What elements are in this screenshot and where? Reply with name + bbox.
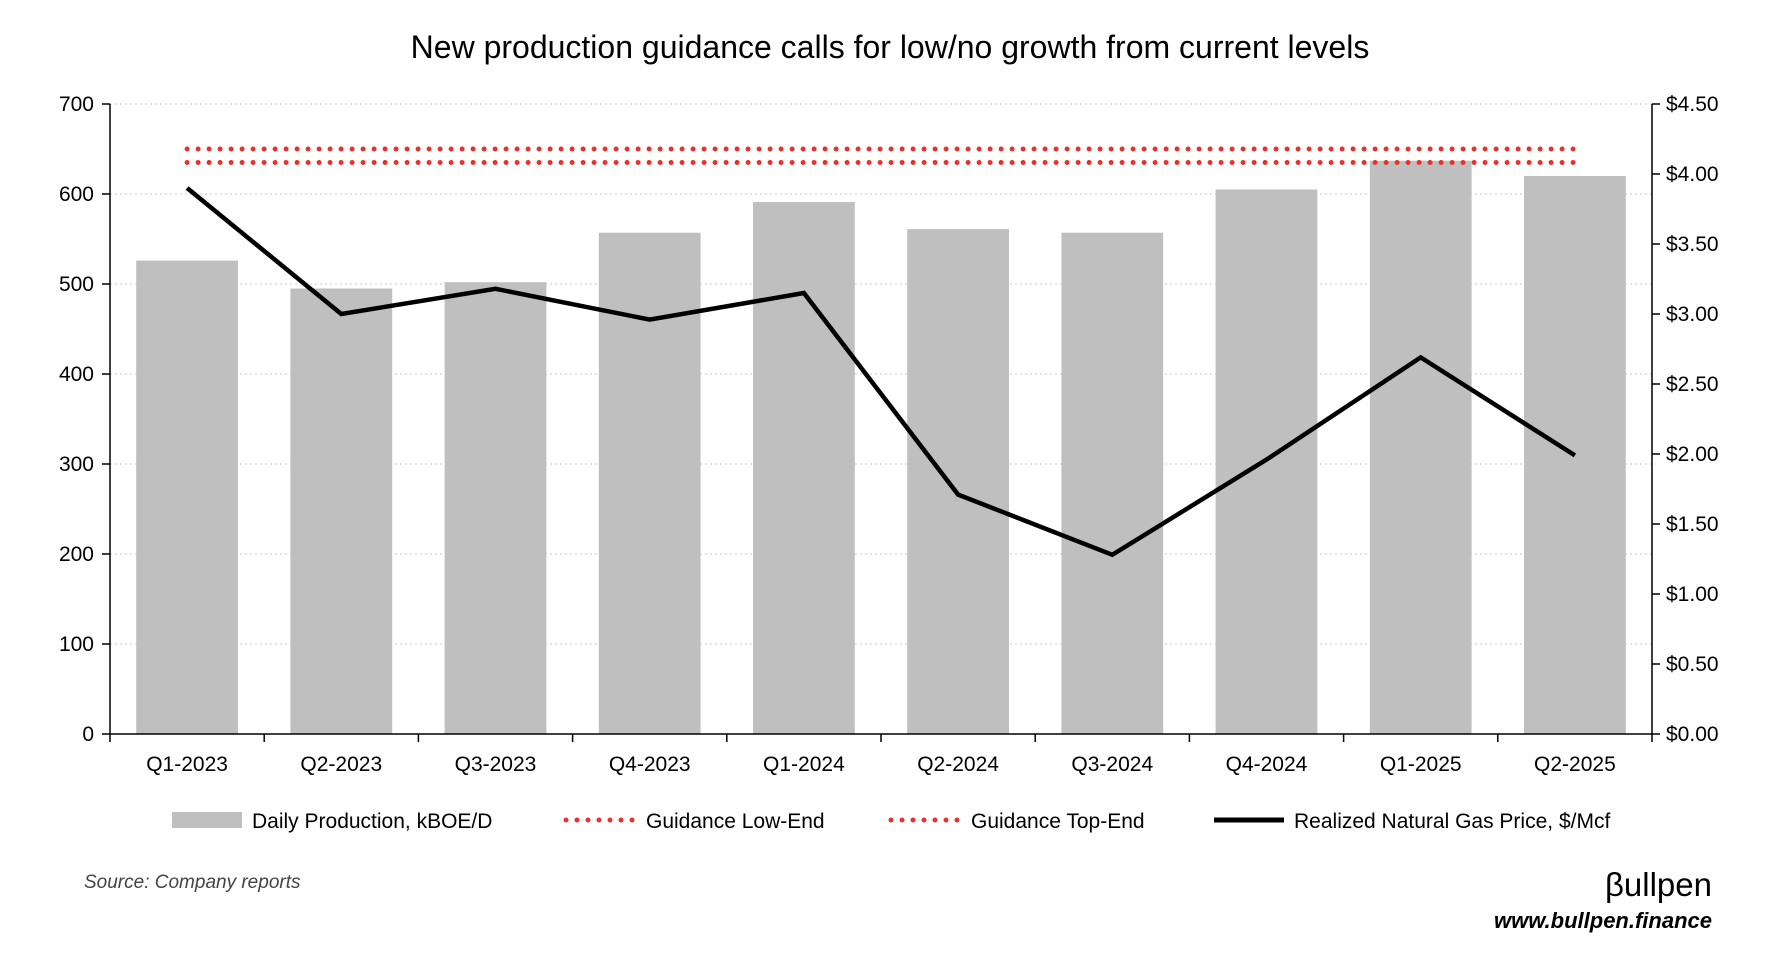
guidance-lines: [184, 146, 1578, 165]
legend: Daily Production, kBOE/D Guidance Low-End…: [172, 810, 1610, 833]
price-line: [185, 186, 1577, 558]
brand-url: www.bullpen.finance: [1494, 908, 1712, 933]
x-tick-label: Q1-2024: [763, 753, 845, 776]
right-tick-label: $1.00: [1666, 583, 1719, 606]
x-tick-label: Q3-2024: [1071, 753, 1153, 776]
x-tick-label: Q2-2024: [917, 753, 999, 776]
x-tick-label: Q1-2025: [1380, 753, 1462, 776]
legend-label: Daily Production, kBOE/D: [252, 810, 492, 833]
right-tick-label: $3.50: [1666, 233, 1719, 256]
bar: [290, 288, 393, 734]
x-tick-label: Q1-2023: [146, 753, 228, 776]
legend-label: Guidance Top-End: [971, 810, 1145, 833]
left-tick-label: 100: [59, 633, 94, 656]
right-tick-label: $2.50: [1666, 373, 1719, 396]
right-tick-label: $4.00: [1666, 163, 1719, 186]
left-tick-label: 300: [59, 453, 94, 476]
right-tick-label: $4.50: [1666, 93, 1719, 116]
bar: [907, 229, 1009, 734]
legend-label: Realized Natural Gas Price, $/Mcf: [1294, 810, 1610, 833]
x-tick-label: Q3-2023: [455, 753, 537, 776]
x-tick-label: Q2-2025: [1534, 753, 1616, 776]
left-tick-label: 200: [59, 543, 94, 566]
right-tick-label: $2.00: [1666, 443, 1719, 466]
bar: [598, 232, 701, 734]
source-note: Source: Company reports: [84, 872, 301, 893]
bar: [444, 282, 547, 734]
right-tick-label: $0.50: [1666, 653, 1719, 676]
left-tick-label: 600: [59, 183, 94, 206]
x-tick-label: Q4-2024: [1226, 753, 1308, 776]
left-tick-label: 500: [59, 273, 94, 296]
legend-label: Guidance Low-End: [646, 810, 825, 833]
legend-swatch-bar: [172, 812, 242, 828]
brand-logo: βullpen: [1605, 866, 1712, 903]
chart-title: New production guidance calls for low/no…: [411, 29, 1370, 65]
bar: [753, 202, 855, 735]
price-series-line: [185, 186, 1577, 558]
left-tick-label: 400: [59, 363, 94, 386]
bar: [1369, 160, 1472, 734]
right-tick-label: $0.00: [1666, 723, 1719, 746]
x-tick-label: Q2-2023: [300, 753, 382, 776]
bar: [1061, 232, 1164, 734]
bar: [136, 260, 238, 734]
x-tick-label: Q4-2023: [609, 753, 691, 776]
right-tick-label: $1.50: [1666, 513, 1719, 536]
left-tick-label: 700: [59, 93, 94, 116]
bars: [136, 160, 1626, 735]
axes: 0 100 200 300 400 500 600 700 $0.00 $0.50 $1.00 $1.…: [59, 93, 1719, 776]
left-tick-label: 0: [82, 723, 94, 746]
right-tick-label: $3.00: [1666, 303, 1719, 326]
